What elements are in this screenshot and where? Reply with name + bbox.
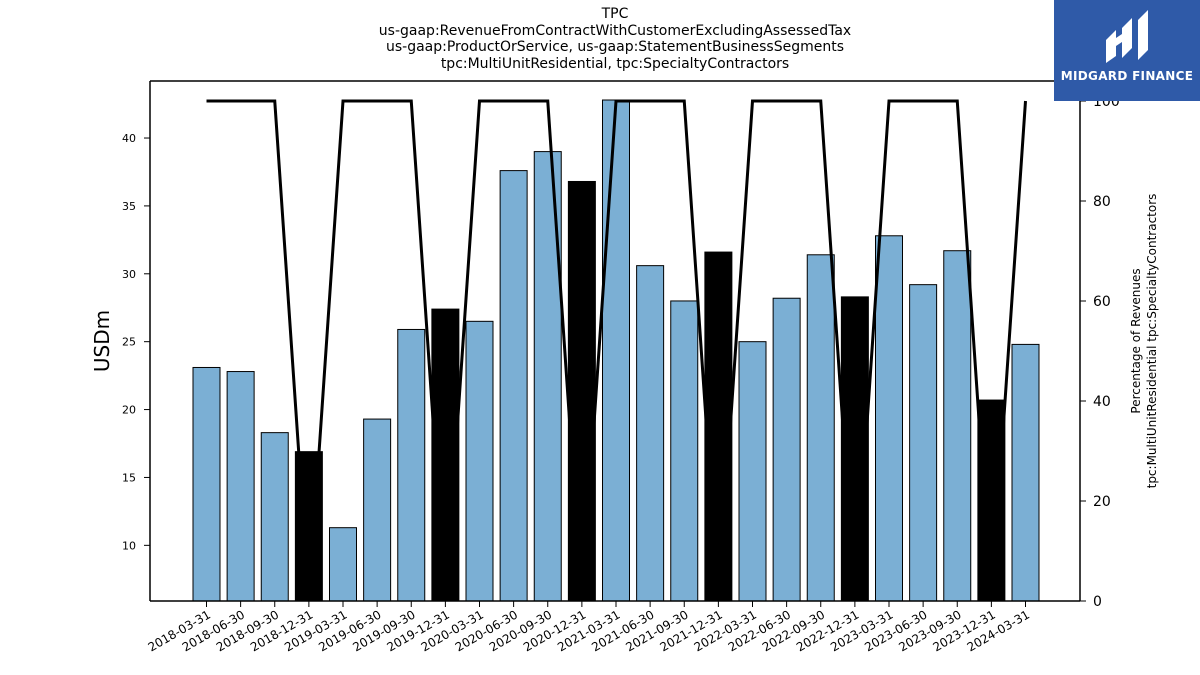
bar-2023-12-31 <box>977 399 1006 602</box>
y-axis-label: USDm <box>90 310 114 372</box>
chart-title: TPC us-gaap:RevenueFromContractWithCusto… <box>0 6 1200 72</box>
y2-tick-label: 20 <box>1093 494 1111 510</box>
y2-tick-label: 0 <box>1093 594 1102 610</box>
bar-2023-09-30 <box>943 250 972 602</box>
bar-2019-06-30 <box>363 418 392 602</box>
percentage-line <box>206 99 1027 602</box>
y-tick-label: 10 <box>122 539 136 552</box>
chart-title-line-1: TPC <box>601 6 629 22</box>
y2-axis-label-line-2: tpc:MultiUnitResidential tpc:SpecialtyCo… <box>1145 194 1159 489</box>
bar-2018-06-30 <box>226 371 255 602</box>
y-tick-label: 25 <box>122 336 136 349</box>
bar-2019-09-30 <box>397 328 426 602</box>
y2-tick-label: 40 <box>1093 394 1111 410</box>
chart-title-line-3: us-gaap:ProductOrService, us-gaap:Statem… <box>385 39 844 55</box>
bar-2022-09-30 <box>806 254 835 602</box>
bar-2021-12-31 <box>704 251 733 602</box>
bar-2021-03-31 <box>602 99 630 602</box>
bar-2022-03-31 <box>738 341 767 602</box>
y-tick-label: 40 <box>122 132 136 145</box>
chart-title-line-4: tpc:MultiUnitResidential, tpc:SpecialtyC… <box>440 55 790 72</box>
y2-tick-label: 80 <box>1093 194 1111 210</box>
bar-2018-03-31 <box>192 366 221 602</box>
logo-mark-icon <box>1106 10 1148 63</box>
bar-2018-09-30 <box>260 432 289 602</box>
bar-2022-06-30 <box>772 297 801 602</box>
bar-2019-03-31 <box>329 527 357 602</box>
bar-2020-06-30 <box>499 170 528 602</box>
y-tick-label: 20 <box>122 404 136 417</box>
y2-tick-label: 60 <box>1093 294 1111 310</box>
bar-series <box>192 99 1040 602</box>
y-tick-label: 15 <box>122 471 136 484</box>
bar-2020-03-31 <box>465 320 494 602</box>
y2-axis-label-line-1: Percentage of Revenues <box>1129 268 1143 413</box>
brand-logo: MIDGARD FINANCE <box>1054 0 1200 101</box>
bar-2023-03-31 <box>875 235 903 602</box>
percentage-line-series <box>206 99 1027 602</box>
chart-title-line-2: us-gaap:RevenueFromContractWithCustomerE… <box>378 22 852 39</box>
bar-2021-06-30 <box>636 265 665 602</box>
bar-2023-06-30 <box>909 284 938 602</box>
bar-2021-09-30 <box>670 300 699 602</box>
bar-2024-03-31 <box>1011 343 1040 602</box>
logo-text: MIDGARD FINANCE <box>1060 69 1194 83</box>
bar-2020-12-31 <box>567 180 596 602</box>
y-tick-label: 35 <box>122 200 136 213</box>
y-tick-label: 30 <box>122 268 136 281</box>
